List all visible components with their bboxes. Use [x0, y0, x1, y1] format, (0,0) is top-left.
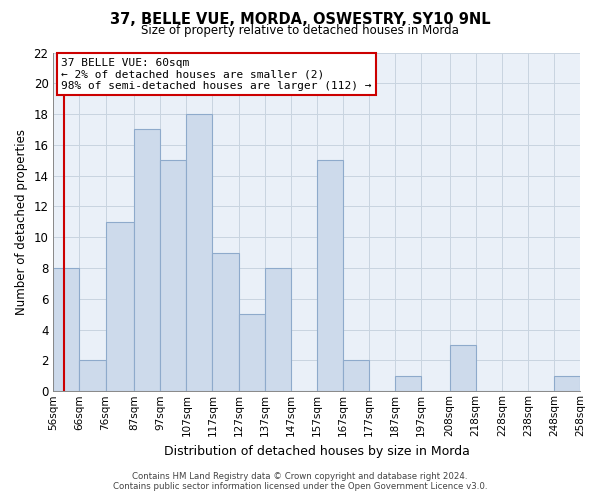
- X-axis label: Distribution of detached houses by size in Morda: Distribution of detached houses by size …: [164, 444, 470, 458]
- Bar: [239, 314, 265, 392]
- Bar: [134, 130, 160, 392]
- Bar: [449, 345, 476, 392]
- Bar: [317, 160, 343, 392]
- Bar: [187, 114, 212, 392]
- Y-axis label: Number of detached properties: Number of detached properties: [15, 129, 28, 315]
- Text: Size of property relative to detached houses in Morda: Size of property relative to detached ho…: [141, 24, 459, 37]
- Bar: [265, 268, 290, 392]
- Bar: [343, 360, 369, 392]
- Bar: [554, 376, 580, 392]
- Text: 37 BELLE VUE: 60sqm
← 2% of detached houses are smaller (2)
98% of semi-detached: 37 BELLE VUE: 60sqm ← 2% of detached hou…: [61, 58, 372, 91]
- Bar: [106, 222, 134, 392]
- Bar: [160, 160, 187, 392]
- Text: 37, BELLE VUE, MORDA, OSWESTRY, SY10 9NL: 37, BELLE VUE, MORDA, OSWESTRY, SY10 9NL: [110, 12, 490, 28]
- Bar: [53, 268, 79, 392]
- Bar: [395, 376, 421, 392]
- Text: Contains HM Land Registry data © Crown copyright and database right 2024.
Contai: Contains HM Land Registry data © Crown c…: [113, 472, 487, 491]
- Bar: [79, 360, 106, 392]
- Bar: [212, 252, 239, 392]
